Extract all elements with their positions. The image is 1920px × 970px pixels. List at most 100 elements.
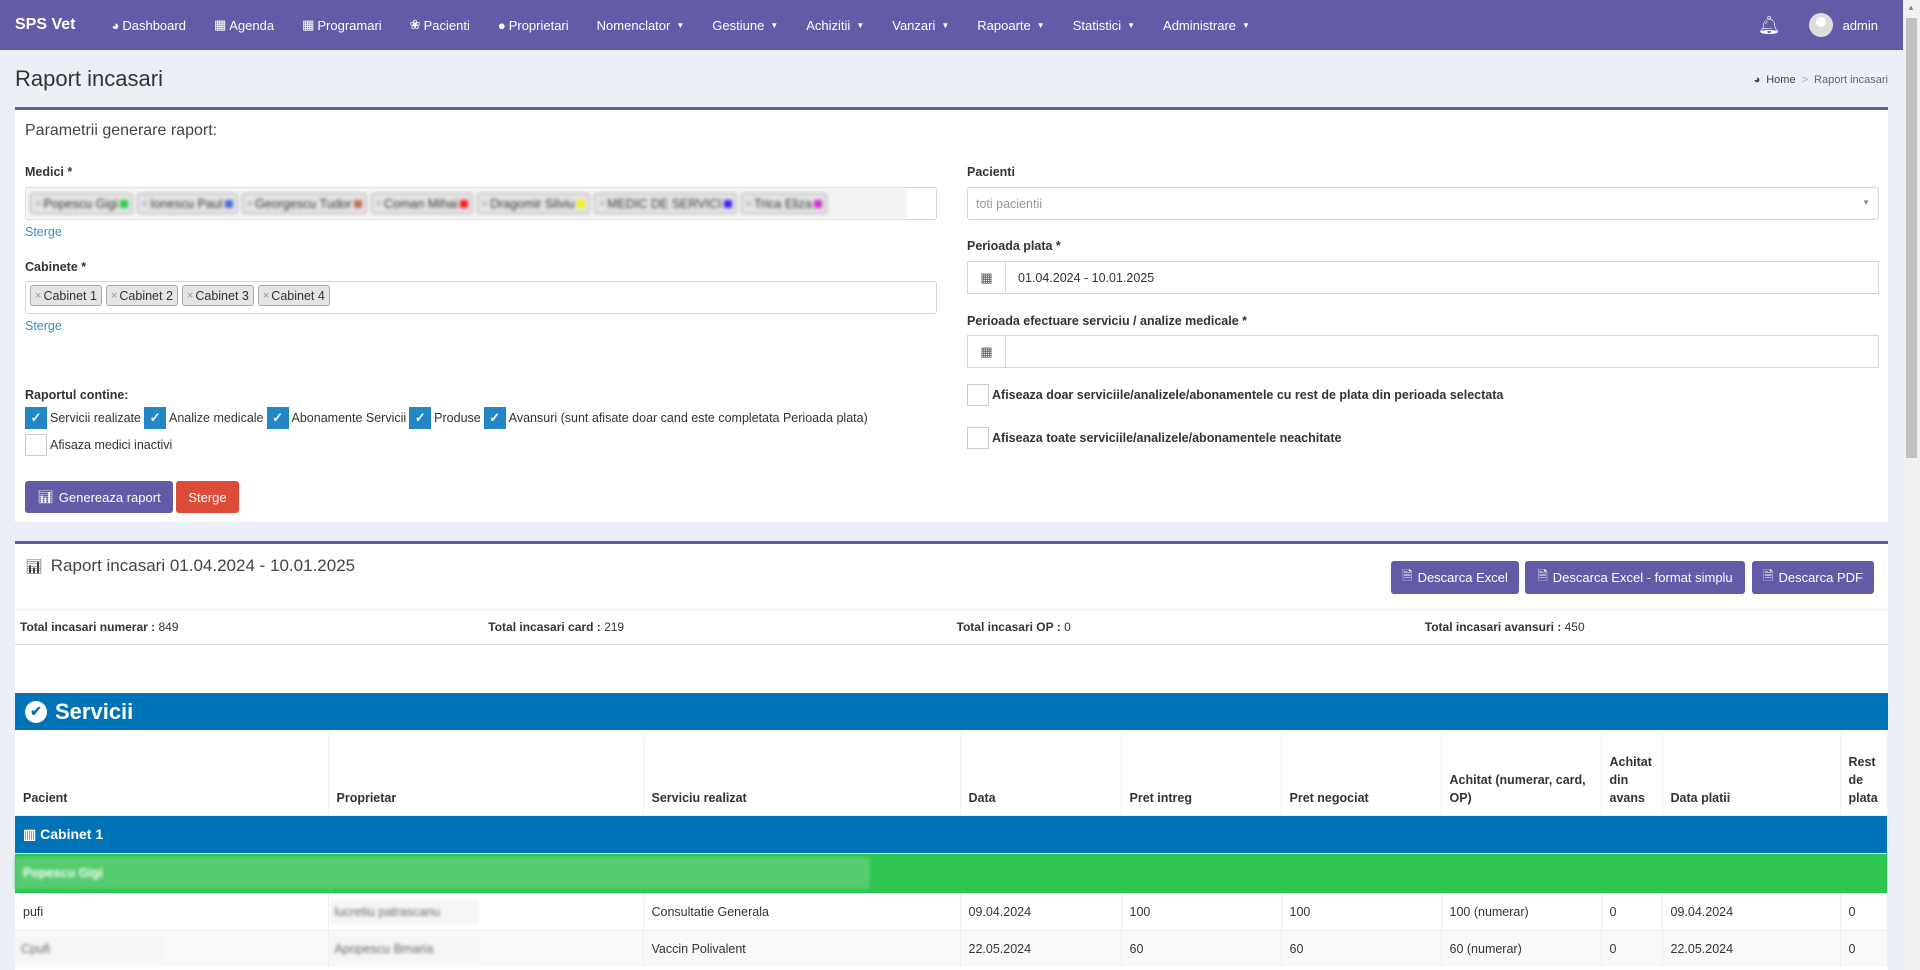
cell-text: 100 [1129,904,1151,919]
calendar-icon[interactable]: ▦ [968,262,1006,293]
checkbox-produse[interactable]: ✓ [409,407,432,429]
column-header[interactable]: Proprietar [328,730,644,815]
nav-vanzari[interactable]: Vanzari ▼ [878,18,963,33]
cell-text: pufi [23,904,44,919]
cabinete-clear-link[interactable]: Sterge [25,319,62,333]
user-name[interactable]: admin [1842,17,1878,33]
tag-label: Popescu Gigi [43,196,118,211]
scrollbar[interactable]: ▲ [1903,0,1920,970]
column-header[interactable]: Data [960,730,1122,815]
column-header[interactable]: Pacient [15,730,329,815]
column-header[interactable]: Pret negociat [1281,730,1442,815]
remove-icon[interactable]: × [598,197,606,210]
medici-select[interactable]: × Popescu Gigi × Ionescu Paul × Georgescu Tud… [25,187,937,220]
column-header[interactable]: Serviciu realizat [643,730,961,815]
column-header[interactable]: Rest de plata [1840,730,1888,815]
column-header[interactable]: Pret intreg [1121,730,1282,815]
medic-tag[interactable]: × Popescu Gigi [30,193,133,214]
medic-tag[interactable]: × Dragomir Silviu [476,193,590,214]
checkbox-servicii[interactable]: ✓ [25,407,47,429]
reset-button[interactable]: Sterge [176,481,239,513]
medic-tag[interactable]: × Coman Mihai [370,193,473,214]
bar-chart-icon: 📊︎ [37,489,54,504]
cell-text: 60 (numerar) [1449,941,1522,956]
cabinete-select[interactable]: × Cabinet 1 × Cabinet 2 × Cabinet 3 × Cabinet 4 [25,281,937,314]
download-excel-simple-button[interactable]: 🗎 Descarca Excel - format simplu [1525,561,1745,594]
nav-statistici[interactable]: Statistici ▼ [1059,18,1149,33]
table-cell: 0 [1601,929,1663,967]
perioada-plata-input[interactable]: ▦ 01.04.2024 - 10.01.2025 [967,261,1879,294]
nav-label: Gestiune [712,17,765,33]
breadcrumb-home[interactable]: Home [1766,74,1796,86]
column-header[interactable]: Achitat (numerar, card, OP) [1441,730,1602,815]
perioada-plata-value: 01.04.2024 - 10.01.2025 [1018,271,1155,285]
checkbox-abonamente[interactable]: ✓ [266,407,289,429]
checkbox-neachitate[interactable] [967,427,989,449]
checkbox-avansuri[interactable]: ✓ [483,407,506,429]
medic-tag[interactable]: × Georgescu Tudor [241,193,367,214]
remove-icon[interactable]: × [141,197,149,210]
medic-tag[interactable]: × Ionescu Paul [136,193,238,214]
remove-icon[interactable]: × [186,289,194,302]
perioada-efectuare-input[interactable]: ▦ [967,335,1879,368]
cell-text: Cpufi [15,935,165,962]
nav-achizitii[interactable]: Achizitii ▼ [792,18,878,33]
nav-administrare[interactable]: Administrare ▼ [1149,18,1264,33]
calendar-icon: ▦ [302,17,315,32]
neachitate-row: Afiseaza toate serviciile/analizele/abon… [967,427,1341,449]
column-header[interactable]: Data platii [1662,730,1841,815]
nav-pacienti[interactable]: ❀ Pacienti [396,17,484,33]
top-navbar: SPS Vet ◕ Dashboard ▦ Agenda ▦ Programari ❀… [0,0,1903,50]
avatar[interactable] [1808,13,1833,37]
remove-icon[interactable]: × [375,197,382,210]
cabinet-tag[interactable]: × Cabinet 1 [30,285,102,306]
medici-clear-link[interactable]: Sterge [25,225,62,239]
nav-label: Rapoarte [977,17,1031,33]
remove-icon[interactable]: × [262,289,270,302]
nav-rapoarte[interactable]: Rapoarte ▼ [963,18,1058,33]
nav-label: Achizitii [806,17,851,33]
pacienti-placeholder: toti pacientii [976,197,1043,211]
generate-report-button[interactable]: 📊︎ Genereaza raport [25,481,173,513]
medic-tag[interactable]: × MEDIC DE SERVICI [593,193,737,214]
checkbox-medici-inactivi[interactable] [25,434,47,456]
nav-programari[interactable]: ▦ Programari [288,17,396,33]
cabinet-tag[interactable]: × Cabinet 4 [257,285,330,306]
building-icon: ▥ [23,825,37,842]
checkbox-analize[interactable]: ✓ [144,407,167,429]
cabinet-tag[interactable]: × Cabinet 3 [181,285,254,306]
cell-text: 60 [1289,941,1304,956]
nav-label: Statistici [1072,17,1122,33]
table-cell: 09.04.2024 [960,892,1122,930]
remove-icon[interactable]: × [35,197,42,210]
remove-icon[interactable]: × [35,289,42,302]
medic-tag[interactable]: × Trica Eliza [740,193,827,214]
cabinete-label: Cabinete * [25,260,87,274]
caret-down-icon: ▼ [941,20,950,30]
table-cell: 60 [1121,929,1282,967]
color-swatch [224,199,233,208]
nav-agenda[interactable]: ▦ Agenda [200,17,288,33]
check-circle-icon: ✔ [25,700,47,723]
nav-gestiune[interactable]: Gestiune ▼ [698,18,792,33]
cell-text: 100 (numerar) [1449,904,1529,919]
scrollbar-thumb[interactable] [1906,18,1917,458]
bell-icon[interactable]: 🔔︎ [1757,14,1781,35]
remove-icon[interactable]: × [745,197,753,210]
nav-dashboard[interactable]: ◕ Dashboard [97,18,199,33]
cabinet-tag[interactable]: × Cabinet 2 [105,285,178,306]
brand-logo[interactable]: SPS Vet [15,16,76,33]
remove-icon[interactable]: × [110,289,118,302]
remove-icon[interactable]: × [481,197,489,210]
nav-proprietari[interactable]: ● Proprietari [484,18,583,33]
nav-nomenclator[interactable]: Nomenclator ▼ [583,18,699,33]
download-excel-button[interactable]: 🗎 Descarca Excel [1391,561,1519,594]
table-cell: 100 [1281,892,1442,930]
column-header[interactable]: Achitat din avans [1601,730,1663,815]
scroll-up-icon[interactable]: ▲ [1907,3,1915,12]
remove-icon[interactable]: × [246,197,253,210]
calendar-icon[interactable]: ▦ [968,336,1006,367]
checkbox-rest-plata[interactable] [967,384,989,406]
download-pdf-button[interactable]: 🗎 Descarca PDF [1752,561,1874,594]
pacienti-select[interactable]: toti pacientii ▼ [967,187,1879,220]
